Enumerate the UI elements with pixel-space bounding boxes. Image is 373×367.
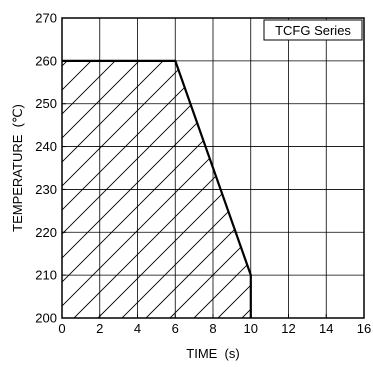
x-tick-label: 12 [281, 321, 295, 336]
hatch-line [169, 60, 251, 318]
x-tick-label: 14 [319, 321, 333, 336]
legend-label: TCFG Series [275, 23, 351, 38]
hatch-line [338, 18, 373, 318]
hatch-line [290, 18, 373, 318]
hatch-line [62, 60, 159, 318]
x-tick-label: 10 [244, 321, 258, 336]
hatch-line [62, 60, 251, 318]
y-tick-label: 200 [35, 311, 57, 326]
hatch-line [62, 60, 135, 318]
x-tick-label: 4 [134, 321, 141, 336]
y-axis-label: TEMPERATURE (℃) [10, 104, 25, 232]
y-tick-label: 270 [35, 11, 57, 26]
hatch-line [62, 60, 183, 318]
x-tick-label: 0 [58, 321, 65, 336]
hatch-line [97, 60, 251, 318]
x-tick-label: 8 [209, 321, 216, 336]
hatch-line [145, 60, 251, 318]
y-tick-label: 230 [35, 182, 57, 197]
x-tick-label: 16 [357, 321, 371, 336]
x-tick-label: 6 [172, 321, 179, 336]
x-axis-label: TIME (s) [186, 346, 239, 361]
legend-box [263, 19, 363, 41]
grid [62, 18, 364, 318]
hatch-line [121, 60, 251, 318]
hatch-line [62, 60, 207, 318]
y-tick-label: 260 [35, 53, 57, 68]
series-line [62, 59, 252, 318]
legend: TCFG Series [263, 19, 363, 41]
hatch-line [217, 60, 251, 318]
hatch-line [62, 60, 251, 318]
y-tick-label: 210 [35, 268, 57, 283]
ticks: 0 2 4 6 8 10 12 14 16 200 210 220 230 240 250 260 270 [35, 11, 371, 337]
y-tick-label: 220 [35, 225, 57, 240]
series-lines [62, 59, 252, 318]
hatch-line [193, 60, 251, 318]
hatch-line [266, 18, 373, 318]
hatch-line [62, 60, 251, 318]
x-tick-label: 2 [96, 321, 103, 336]
hatch-line [241, 60, 251, 318]
y-tick-label: 250 [35, 96, 57, 111]
y-tick-label: 240 [35, 139, 57, 154]
hatch-line [73, 60, 251, 318]
